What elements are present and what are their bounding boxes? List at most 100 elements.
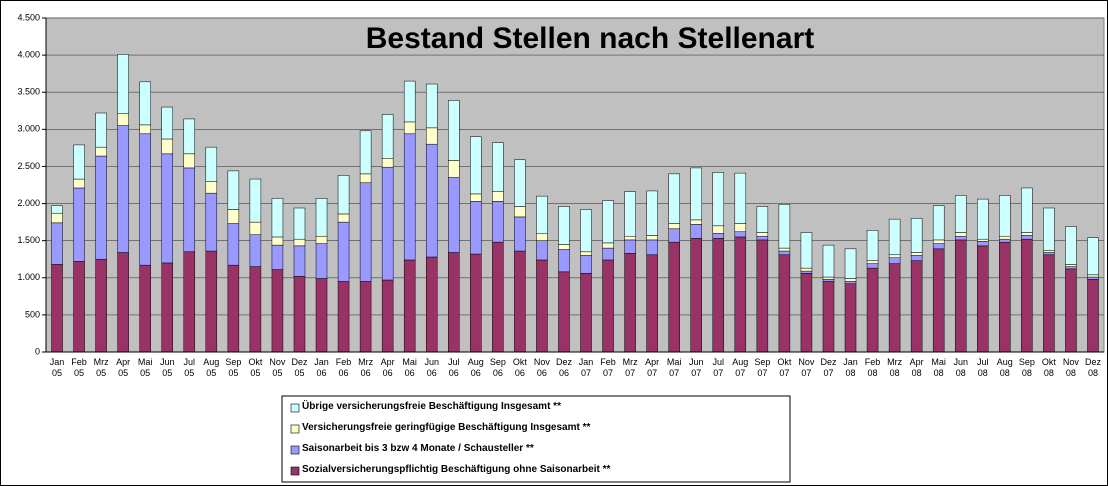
bar-segment	[822, 244, 835, 278]
bar-segment	[492, 142, 504, 192]
x-tick-label: Okt 08	[1041, 357, 1056, 378]
bar-segment	[117, 54, 129, 114]
bar-segment	[712, 225, 725, 234]
bar-segment	[580, 251, 592, 256]
bar-segment	[690, 219, 702, 225]
bar-segment	[778, 204, 791, 249]
plot-area	[45, 17, 1105, 353]
bar-segment	[271, 198, 284, 238]
bar-segment	[932, 243, 945, 250]
bar-segment	[580, 209, 592, 253]
bar-segment	[95, 155, 107, 260]
x-tick-label: Mrz 05	[93, 357, 109, 378]
bar-segment	[866, 267, 879, 353]
bar-segment	[183, 167, 196, 253]
bar-segment	[624, 253, 636, 353]
bar-segment	[425, 143, 438, 258]
bar-segment	[293, 207, 306, 240]
bar-segment	[381, 279, 394, 353]
bar-segment	[866, 260, 879, 264]
bar-segment	[492, 201, 504, 243]
bar-segment	[646, 254, 658, 353]
bar-segment	[999, 238, 1011, 243]
x-tick-label: Dez 05	[291, 357, 308, 378]
bar-segment	[470, 193, 482, 202]
bar-segment	[602, 247, 614, 261]
x-tick-label: Jul 05	[183, 357, 196, 378]
bar-segment	[492, 191, 504, 202]
bar-segment	[139, 124, 151, 135]
bar-segment	[844, 248, 857, 279]
x-tick-label: Jan 06	[314, 357, 329, 378]
bar-segment	[910, 252, 923, 256]
x-tick-label: Aug 06	[467, 357, 484, 378]
bar-segment	[448, 160, 460, 178]
bar-segment	[425, 127, 438, 145]
bar-segment	[337, 221, 350, 282]
x-tick-label: Mrz 08	[887, 357, 903, 378]
bar-segment	[690, 238, 702, 353]
legend-label: Sozialversicherungspflichtig Beschäftigu…	[302, 464, 611, 475]
bar-segment	[205, 250, 218, 353]
bar-segment	[249, 266, 262, 353]
bar-segment	[315, 278, 328, 353]
y-tick-label: 4.000	[17, 49, 40, 59]
bar-segment	[580, 255, 592, 274]
y-tick-label: 3.000	[17, 124, 40, 134]
x-tick-label: Jul 07	[712, 357, 725, 378]
bar-segment	[756, 232, 769, 237]
bar-segment	[1043, 252, 1055, 256]
bar-segment	[161, 153, 173, 264]
legend-label: Versicherungsfreie geringfügige Beschäft…	[302, 422, 591, 433]
bar-segment	[646, 190, 658, 236]
x-tick-label: Apr 05	[116, 357, 131, 378]
bar-segment	[73, 261, 85, 353]
bar-segment	[602, 259, 614, 353]
bar-segment	[117, 252, 129, 353]
y-tick-label: 4.500	[17, 12, 40, 22]
bar-segment	[624, 239, 636, 254]
bar-segment	[778, 254, 791, 353]
bar-segment	[558, 271, 570, 353]
bar-segment	[117, 113, 129, 126]
bar-segment	[844, 283, 857, 353]
bar-segment	[205, 181, 218, 194]
legend-swatch	[290, 445, 300, 455]
bar-segment	[800, 273, 813, 353]
bar-segment	[866, 230, 879, 261]
bar-segment	[624, 191, 636, 237]
bar-segment	[712, 238, 725, 353]
bar-segment	[95, 146, 107, 157]
bar-segment	[271, 236, 284, 246]
bar-segment	[492, 241, 504, 353]
x-tick-label: Feb 05	[71, 357, 87, 378]
bar-segment	[139, 264, 151, 353]
bar-segment	[999, 241, 1011, 353]
bar-segment	[514, 250, 526, 353]
bar-segment	[1021, 187, 1033, 233]
x-tick-label: Sep 06	[489, 357, 506, 378]
x-tick-label: Dez 06	[555, 357, 572, 378]
bar-segment	[910, 218, 923, 253]
bar-segment	[315, 243, 328, 279]
x-tick-label: Mrz 07	[622, 357, 638, 378]
bar-segment	[293, 245, 306, 277]
bar-segment	[470, 201, 482, 255]
bar-segment	[51, 205, 63, 214]
bar-segment	[734, 172, 747, 224]
bar-segment	[977, 238, 989, 242]
bar-segment	[712, 172, 725, 227]
y-tick-label: 3.500	[17, 87, 40, 97]
bar-segment	[756, 235, 769, 241]
bar-segment	[227, 264, 240, 353]
bar-segment	[756, 239, 769, 353]
bar-segment	[822, 276, 835, 280]
bar-segment	[1043, 207, 1055, 251]
bar-segment	[734, 236, 747, 353]
x-tick-label: Jun 05	[159, 357, 175, 378]
bar-segment	[249, 178, 262, 223]
bar-segment	[844, 281, 857, 284]
bar-segment	[249, 234, 262, 267]
